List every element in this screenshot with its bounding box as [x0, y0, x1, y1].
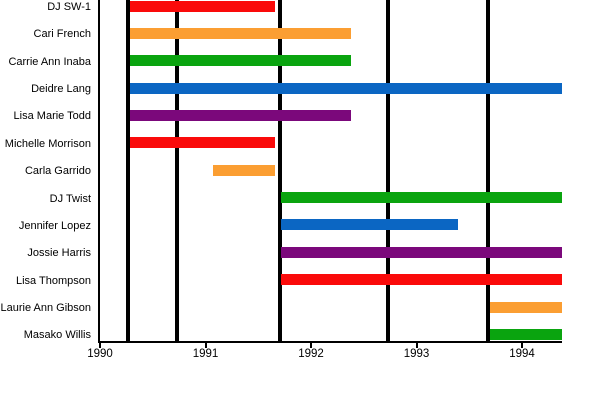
axis-tick: [99, 343, 101, 348]
timeline-bar: [129, 82, 563, 94]
timeline-bar: [129, 55, 352, 67]
timeline-bar: [490, 301, 563, 313]
row-label: Carla Garrido: [24, 165, 91, 178]
season-divider-line: [126, 0, 131, 341]
season-divider-line: [278, 0, 283, 341]
timeline-bar: [281, 192, 563, 204]
axis-tick: [521, 343, 523, 348]
row-label: Jossie Harris: [27, 247, 91, 260]
timeline-bar: [281, 219, 458, 231]
timeline-bar: [129, 137, 276, 149]
axis-tick-label: 1992: [298, 348, 324, 360]
row-label: Lisa Thompson: [15, 274, 91, 287]
season-divider-line: [175, 0, 179, 341]
row-label: Jennifer Lopez: [18, 219, 91, 232]
y-axis: [98, 0, 100, 343]
row-label: Carrie Ann Inaba: [8, 55, 91, 68]
row-label: DJ Twist: [49, 192, 91, 205]
row-label: DJ SW-1: [47, 1, 91, 13]
axis-tick: [415, 343, 418, 348]
timeline-bar: [129, 0, 276, 12]
timeline-bar: [129, 109, 352, 121]
row-label: Deidre Lang: [31, 83, 91, 96]
axis-tick-label: 1991: [192, 348, 219, 360]
row-label: Michelle Morrison: [4, 137, 91, 150]
timeline-bar: [490, 328, 563, 340]
row-label: Lisa Marie Todd: [13, 110, 91, 123]
season-divider-line: [486, 0, 491, 341]
timeline-bar: [129, 27, 352, 39]
row-label: Masako Willis: [23, 329, 91, 342]
axis-tick-label: 1990: [87, 348, 113, 360]
timeline-bar: [212, 164, 276, 176]
timeline-bar: [281, 246, 563, 258]
row-label: Laurie Ann Gibson: [0, 302, 91, 315]
x-axis: [98, 341, 562, 343]
row-label: Cari French: [33, 28, 91, 41]
axis-tick-label: 1993: [403, 348, 430, 360]
axis-tick: [310, 343, 312, 348]
axis-tick-label: 1994: [509, 348, 535, 360]
season-divider-line: [386, 0, 390, 341]
axis-tick: [204, 343, 207, 348]
timeline-bar: [281, 274, 563, 286]
